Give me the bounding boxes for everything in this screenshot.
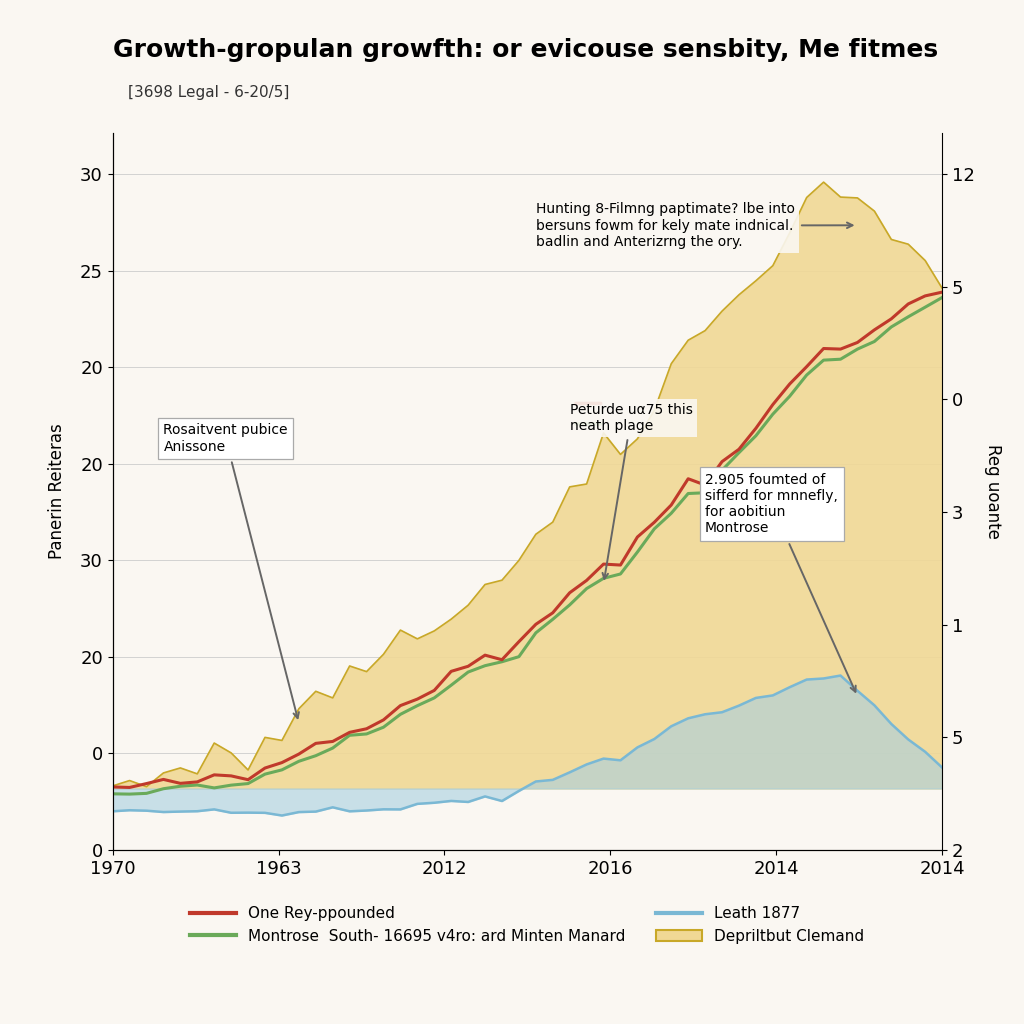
Y-axis label: Panerin Reiteras: Panerin Reiteras bbox=[48, 424, 66, 559]
Y-axis label: Reg uoante: Reg uoante bbox=[984, 444, 1002, 539]
Text: Hunting 8-Filmng paptimate? lbe into
bersuns fowm for kely mate indnical.
badlin: Hunting 8-Filmng paptimate? lbe into ber… bbox=[536, 203, 853, 249]
Text: 2.905 foumted of
sifferd for mnnefly,
for aobitiun
Montrose: 2.905 foumted of sifferd for mnnefly, fo… bbox=[706, 473, 856, 692]
Legend: One Rey-ppounded, Montrose  South- 16695 v4ro: ard Minten Manard, Leath 1877, De: One Rey-ppounded, Montrose South- 16695 … bbox=[184, 900, 870, 950]
Text: [3698 Legal - 6-20/5]: [3698 Legal - 6-20/5] bbox=[128, 85, 290, 100]
Text: Rosaitvent pubice
Anissone: Rosaitvent pubice Anissone bbox=[164, 423, 299, 718]
Text: Growth-gropulan growfth: or evicouse sensbity, Me fitmes: Growth-gropulan growfth: or evicouse sen… bbox=[113, 38, 938, 61]
Text: Peturde uα75 this
neath plage: Peturde uα75 this neath plage bbox=[569, 402, 692, 579]
